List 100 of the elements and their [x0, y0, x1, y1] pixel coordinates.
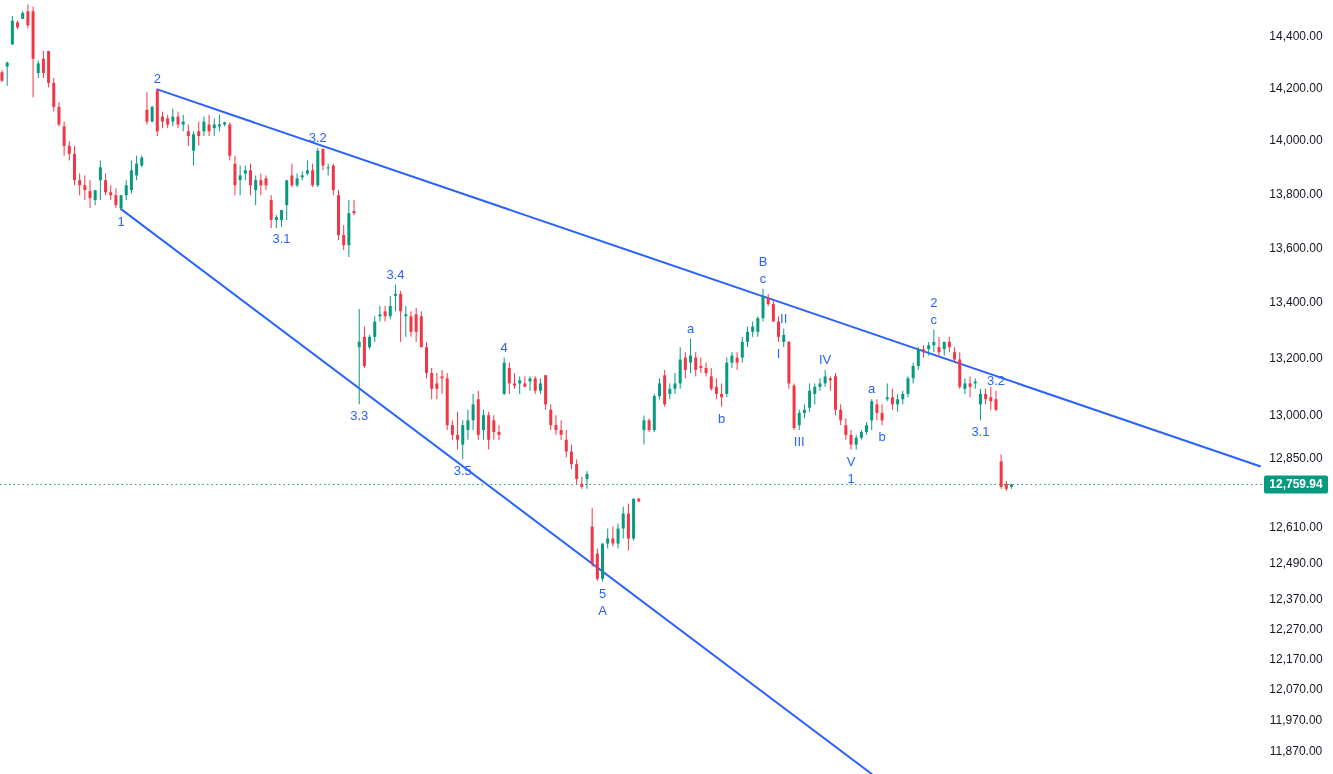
y-tick-label: 12,170.00 — [1269, 651, 1324, 666]
candlestick — [388, 295, 392, 320]
candlestick — [683, 351, 687, 379]
candlestick — [290, 163, 294, 188]
candlestick — [642, 414, 646, 446]
candlestick — [761, 288, 765, 323]
candlestick — [393, 284, 397, 312]
candlestick — [839, 403, 843, 426]
text: 3.1 — [971, 424, 990, 440]
candlestick — [745, 326, 749, 348]
candlestick — [430, 367, 434, 400]
text: 2 c — [930, 294, 938, 327]
text: b — [717, 410, 726, 426]
candlestick — [916, 346, 920, 371]
text: a — [686, 320, 695, 336]
candlestick — [756, 315, 760, 338]
candlestick — [673, 372, 677, 395]
y-tick-label: 13,800.00 — [1269, 186, 1324, 201]
candlestick — [98, 159, 102, 201]
candlestick — [399, 290, 403, 343]
candlestick — [880, 403, 884, 426]
candlestick — [67, 140, 71, 161]
candlestick — [197, 121, 201, 147]
ref-line-label: 12,759.94 — [1269, 476, 1324, 491]
candlestick — [373, 315, 377, 343]
text: 2 — [153, 71, 161, 87]
y-tick-label: 13,400.00 — [1269, 295, 1324, 310]
candlestick — [932, 329, 936, 353]
candlestick — [714, 377, 718, 400]
y-tick-label: 12,270.00 — [1269, 621, 1324, 636]
candlestick — [114, 187, 118, 209]
candlestick — [849, 429, 853, 451]
y-tick-label: 14,400.00 — [1269, 29, 1324, 44]
y-tick-label: 14,200.00 — [1269, 80, 1324, 95]
y-tick-label: 13,600.00 — [1269, 240, 1324, 255]
text: II — [780, 310, 788, 326]
candlestick — [808, 382, 812, 413]
candlestick — [528, 375, 532, 392]
candlestick — [497, 424, 501, 441]
candlestick — [911, 362, 915, 384]
text: IV — [818, 351, 832, 367]
candlestick — [989, 386, 993, 411]
candlestick — [62, 121, 66, 157]
candlestick — [104, 173, 108, 196]
candlestick — [176, 111, 180, 129]
candlestick — [611, 525, 615, 547]
text: 3.1 — [272, 230, 291, 246]
y-tick-label: 12,070.00 — [1269, 682, 1324, 697]
text: b — [878, 429, 886, 445]
candlestick — [186, 124, 190, 147]
y-tick-label: 12,370.00 — [1269, 591, 1324, 606]
y-tick-label: 13,200.00 — [1269, 351, 1324, 366]
candlestick — [466, 409, 470, 441]
y-tick-label: 12,850.00 — [1269, 450, 1324, 465]
candlestick — [5, 61, 9, 87]
candlestick — [699, 357, 703, 374]
y-tick-label: 12,490.00 — [1269, 555, 1324, 570]
candlestick — [135, 155, 139, 181]
candlestick — [823, 369, 827, 388]
candlestick — [978, 388, 982, 421]
candlestick — [963, 377, 967, 395]
candlestick — [704, 362, 708, 377]
text: 3.2 — [308, 129, 327, 145]
y-tick-label: 12,610.00 — [1269, 520, 1324, 535]
candlestick — [145, 91, 149, 125]
candlestick — [523, 375, 527, 388]
candlestick — [57, 101, 61, 127]
candlestick — [994, 390, 998, 412]
candlestick — [10, 15, 14, 46]
candlestick — [549, 403, 553, 431]
candlestick — [621, 506, 625, 540]
text: 3.4 — [386, 266, 405, 282]
candlestick — [269, 194, 273, 229]
text: I — [776, 345, 781, 361]
candlestick — [782, 328, 786, 348]
candlestick — [657, 377, 661, 400]
candlestick — [440, 369, 444, 395]
candlestick — [414, 307, 418, 343]
candlestick — [129, 159, 133, 194]
candlestick — [383, 305, 387, 323]
candlestick — [326, 163, 330, 176]
candlestick — [461, 419, 465, 460]
y-tick-label: 13,000.00 — [1269, 407, 1324, 422]
candlestick — [259, 173, 263, 196]
candlestick — [616, 523, 620, 550]
candlestick — [88, 179, 92, 209]
candlestick — [41, 50, 45, 79]
y-tick-label: 14,000.00 — [1269, 133, 1324, 148]
text: a — [868, 381, 876, 397]
candlestick — [818, 377, 822, 392]
candlestick — [342, 224, 346, 251]
candlestick — [973, 377, 977, 390]
candlestick — [492, 414, 496, 441]
candlestick — [906, 375, 910, 398]
candlestick — [559, 419, 563, 441]
candlestick — [689, 338, 693, 374]
candlestick — [78, 173, 82, 196]
text: III — [793, 434, 805, 450]
y-tick-label: 11,870.00 — [1269, 744, 1323, 759]
candlestick — [254, 174, 258, 206]
